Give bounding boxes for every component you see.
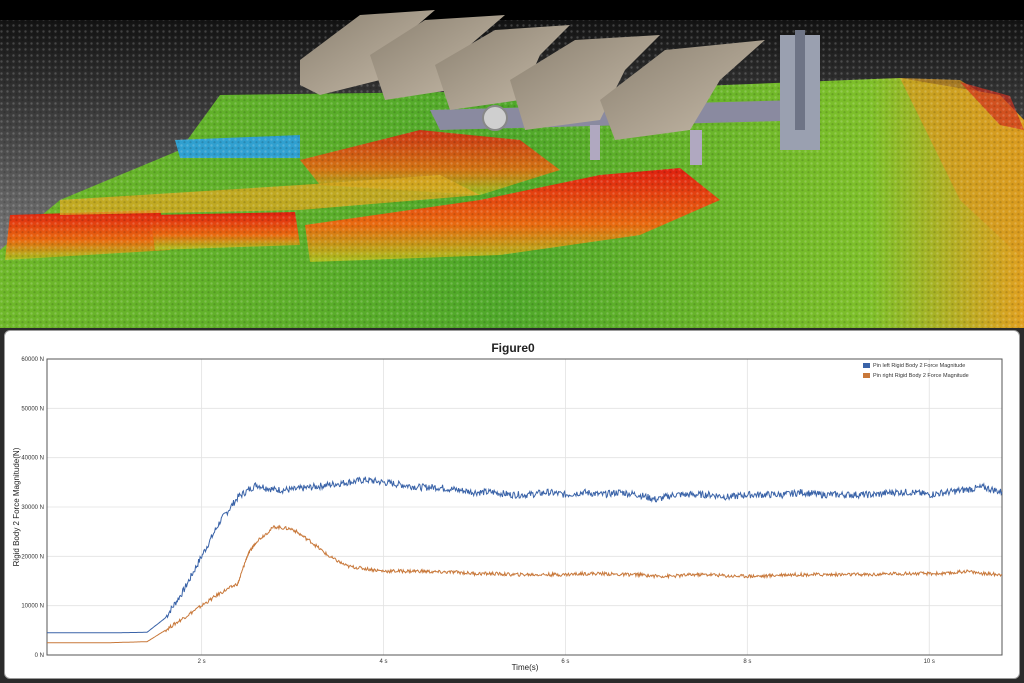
legend: Pin left Rigid Body 2 Force Magnitude Pin… — [863, 363, 969, 379]
x-axis-ticks: 2 s 4 s 6 s 8 s 10 s — [198, 659, 935, 665]
y-axis-label: Rigid Body 2 Force Magnitude(N) — [12, 447, 21, 566]
series-lines — [47, 476, 1003, 644]
y-tick-label: 30000 N — [21, 505, 44, 511]
x-tick-label: 4 s — [380, 659, 388, 665]
legend-label: Pin right Rigid Body 2 Force Magnitude — [873, 373, 969, 379]
series-line-pin-left — [47, 476, 1003, 634]
plough-simulation-image — [0, 0, 1024, 328]
y-tick-label: 10000 N — [21, 604, 44, 610]
legend-label: Pin left Rigid Body 2 Force Magnitude — [873, 363, 965, 369]
legend-swatch — [863, 373, 870, 378]
y-tick-label: 0 N — [35, 653, 44, 659]
force-chart: Figure0 0 N 10000 N 20000 N 30000 N 40000 N 5… — [12, 341, 1003, 672]
x-tick-label: 2 s — [198, 659, 206, 665]
y-tick-label: 20000 N — [21, 554, 44, 560]
y-axis-ticks: 0 N 10000 N 20000 N 30000 N 40000 N 50000 N 60… — [21, 357, 44, 659]
plot-area-border — [46, 358, 1003, 656]
x-tick-label: 8 s — [743, 659, 751, 665]
chart-panel: Figure0 0 N 10000 N 20000 N 30000 N 40000 N 5… — [4, 330, 1020, 679]
legend-swatch — [863, 363, 870, 368]
x-tick-label: 10 s — [924, 659, 935, 665]
x-axis-label: Time(s) — [512, 663, 539, 672]
x-tick-label: 6 s — [561, 659, 569, 665]
y-tick-label: 50000 N — [21, 406, 44, 412]
series-line-pin-right — [47, 524, 1003, 644]
grid — [47, 358, 1002, 656]
y-tick-label: 40000 N — [21, 456, 44, 462]
y-tick-label: 60000 N — [21, 357, 44, 363]
chart-title: Figure0 — [491, 341, 535, 355]
